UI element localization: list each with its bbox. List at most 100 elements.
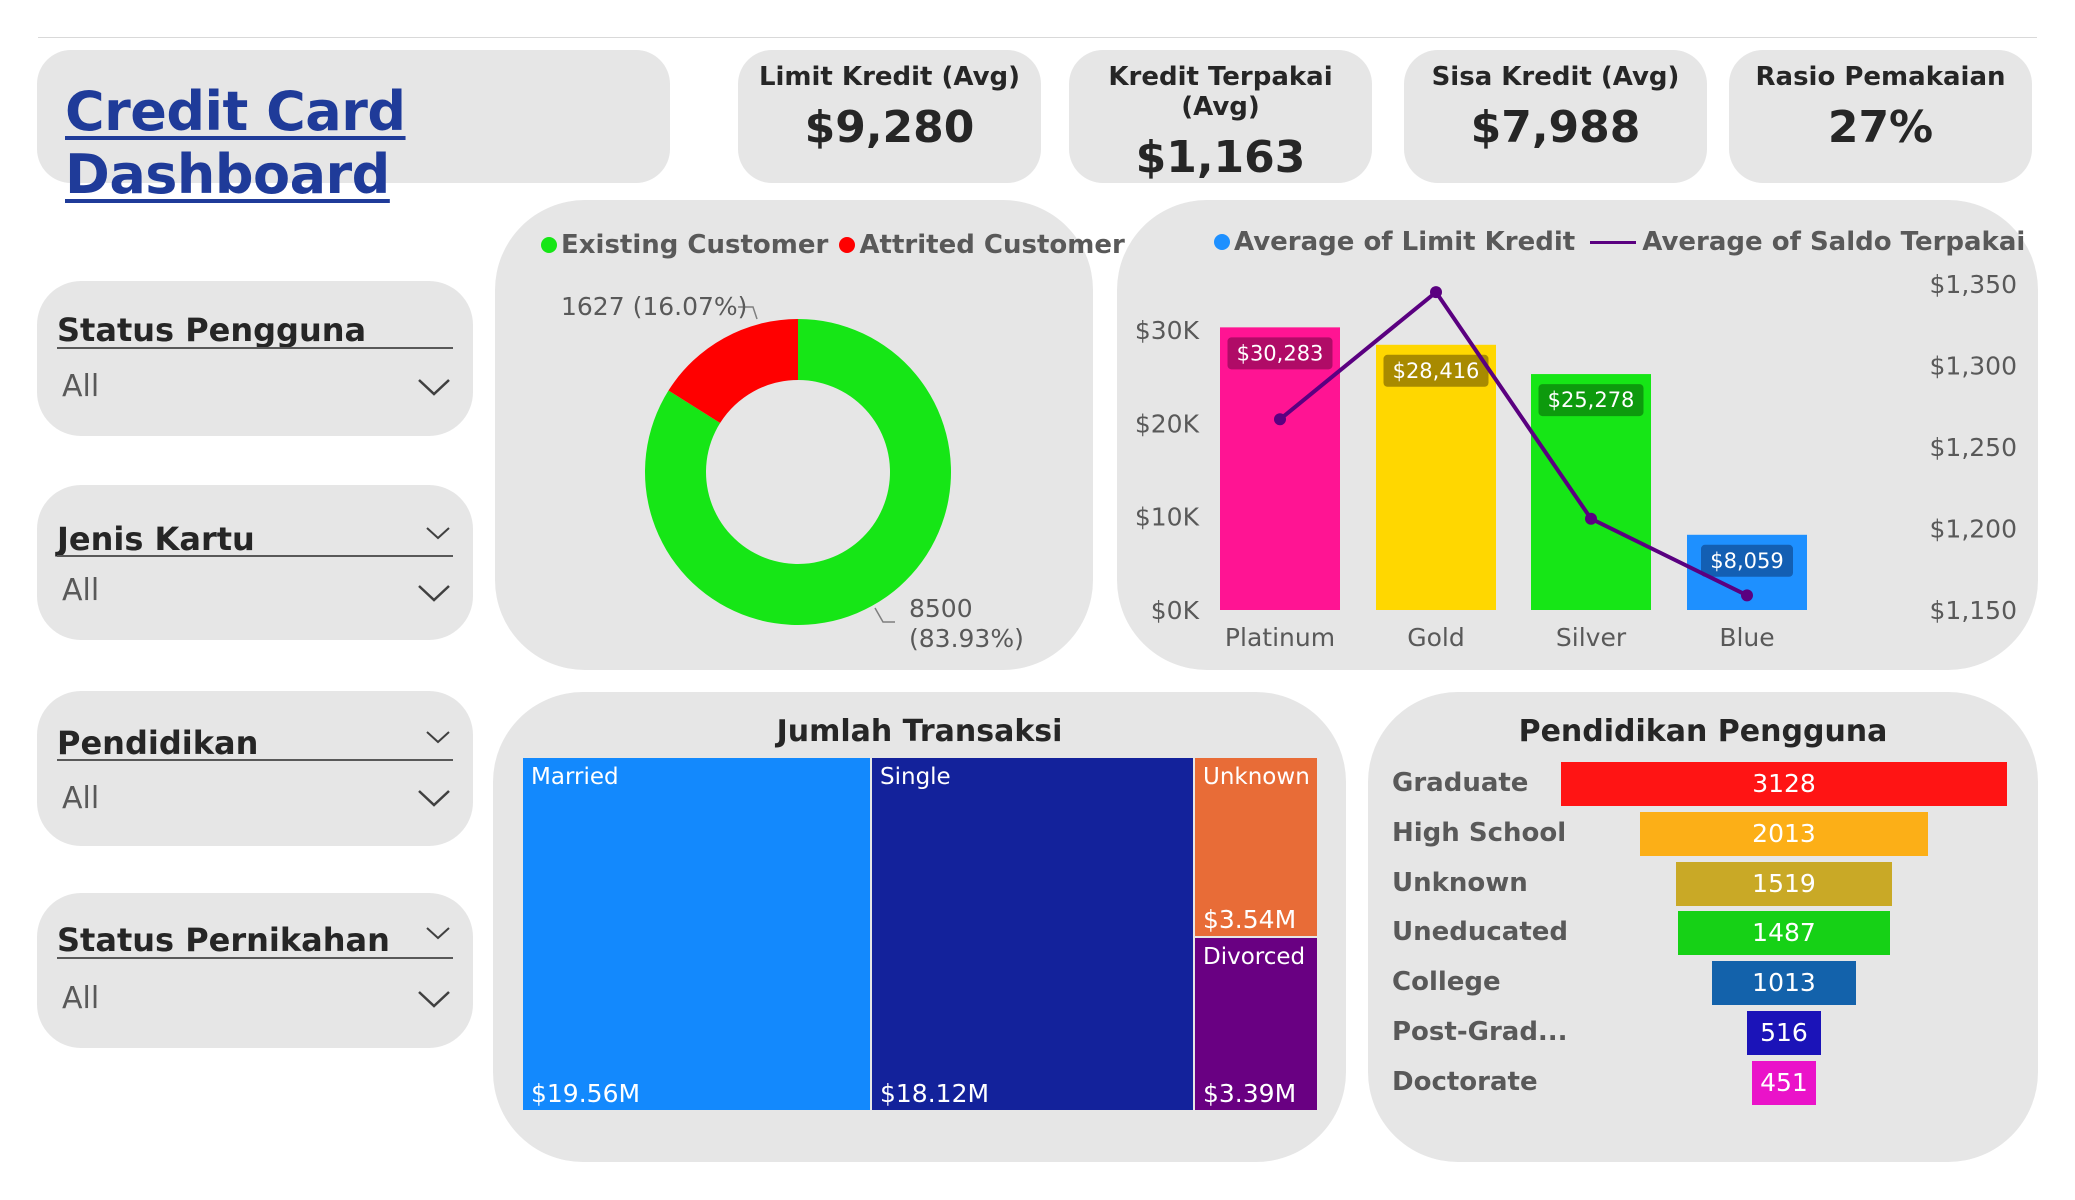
legend-swatch-limit (1214, 234, 1230, 250)
data-label: $25,278 (1548, 388, 1635, 412)
treemap-chart: Married $19.56M Single $18.12M Unknown $… (523, 758, 1317, 1110)
x-axis-tick-label: Blue (1719, 623, 1774, 652)
treemap-title: Jumlah Transaksi (776, 714, 1063, 749)
treemap-cell-label: Unknown (1203, 764, 1310, 790)
slicer-label: Jenis Kartu (57, 520, 255, 558)
card-type-combo-panel: Average of Limit Kredit Average of Saldo… (1117, 200, 2038, 670)
leader-line-attrited (738, 306, 758, 320)
chevron-down-icon[interactable] (417, 583, 451, 603)
donut-slice-existing[interactable] (645, 319, 951, 625)
donut-label-existing-count: 8500 (909, 594, 973, 623)
y-axis-tick-label: $30K (1135, 316, 1200, 345)
chevron-down-icon[interactable] (417, 989, 451, 1009)
kpi-card-used: Kredit Terpakai (Avg) $1,163 (1069, 50, 1372, 183)
chevron-down-icon[interactable] (425, 925, 451, 941)
page-title[interactable]: Credit Card Dashboard (65, 80, 406, 206)
leader-line-existing (874, 607, 895, 623)
kpi-label: Sisa Kredit (Avg) (1431, 62, 1680, 92)
chevron-down-icon[interactable] (425, 729, 451, 745)
y2-axis-tick-label: $1,350 (1930, 270, 2017, 299)
funnel-bar[interactable]: 2013 (1640, 811, 1928, 856)
funnel-bar[interactable]: 451 (1751, 1060, 1817, 1105)
y2-axis-tick-label: $1,150 (1930, 596, 2017, 625)
x-axis-tick-label: Silver (1556, 623, 1627, 652)
funnel-category-label: Unknown (1392, 867, 1528, 898)
legend-swatch-attrited (839, 237, 856, 253)
data-label-bg (1383, 354, 1489, 387)
treemap-cell-value: $3.54M (1203, 905, 1297, 934)
bar-gold[interactable] (1376, 344, 1496, 610)
legend-swatch-existing (541, 237, 557, 253)
donut-chart: 1627 (16.07%) 8500 (83.93%) (561, 292, 1024, 653)
bar-platinum[interactable] (1220, 327, 1340, 610)
saldo-line-point[interactable] (1585, 512, 1597, 525)
legend-label-existing[interactable]: Existing Customer (561, 230, 829, 260)
saldo-line-point[interactable] (1741, 589, 1753, 602)
funnel-row: Graduate 3128 (1368, 762, 2038, 808)
slicer-value[interactable]: All (62, 573, 100, 608)
treemap-cell-label: Divorced (1203, 944, 1306, 970)
funnel-bar[interactable]: 1519 (1675, 861, 1893, 906)
funnel-row: High School 2013 (1368, 811, 2038, 858)
funnel-bar[interactable]: 1013 (1711, 961, 1857, 1006)
slicer-value[interactable]: All (62, 369, 100, 404)
funnel-row: Doctorate 451 (1368, 1060, 2038, 1107)
y-axis-tick-label: $0K (1151, 596, 1200, 625)
saldo-line[interactable] (1278, 289, 1748, 598)
frame-top-line (38, 37, 2037, 38)
transaction-treemap-panel: Jumlah Transaksi Married $19.56M Single … (493, 692, 1346, 1162)
treemap-cell-married[interactable]: Married $19.56M (523, 758, 870, 1110)
title-card: Credit Card Dashboard (37, 50, 670, 206)
chevron-down-icon[interactable] (425, 525, 451, 541)
data-label-bg (1538, 384, 1644, 417)
customer-status-donut-panel: Existing Customer Attrited Customer 1627… (495, 200, 1125, 670)
chevron-down-icon[interactable] (417, 788, 451, 808)
slicer-jenis-kartu[interactable]: Jenis Kartu All (37, 485, 473, 640)
treemap-cell-divorced[interactable]: Divorced $3.39M (1195, 938, 1317, 1110)
kpi-card-remaining: Sisa Kredit (Avg) $7,988 (1404, 50, 1707, 183)
slicer-divider (57, 957, 453, 959)
legend-label-limit[interactable]: Average of Limit Kredit (1234, 227, 1576, 257)
saldo-line-point[interactable] (1274, 413, 1286, 426)
x-axis-tick-label: Platinum (1225, 623, 1335, 652)
x-axis-tick-label: Gold (1407, 623, 1464, 652)
kpi-label: Rasio Pemakaian (1755, 62, 2006, 92)
y-axis-tick-label: $20K (1135, 409, 1200, 438)
legend-label-attrited[interactable]: Attrited Customer (859, 230, 1125, 260)
treemap-cell-label: Married (531, 764, 619, 790)
combo-legend: Average of Limit Kredit Average of Saldo… (1214, 227, 2025, 257)
funnel-bar[interactable]: 1487 (1677, 911, 1890, 956)
kpi-value: $7,988 (1470, 102, 1641, 153)
kpi-value: $1,163 (1135, 132, 1306, 183)
slicer-value[interactable]: All (62, 781, 100, 816)
funnel-row: Unknown 1519 (1368, 861, 2038, 908)
slicer-status-pengguna[interactable]: Status Pengguna All (37, 281, 473, 436)
kpi-label: Limit Kredit (Avg) (758, 62, 1021, 92)
funnel-row: College 1013 (1368, 961, 2038, 1007)
kpi-card-limit: Limit Kredit (Avg) $9,280 (738, 50, 1041, 183)
data-label-bg (1227, 337, 1333, 370)
data-label: $8,059 (1710, 549, 1783, 573)
chevron-down-icon[interactable] (417, 377, 451, 397)
treemap-cell-single[interactable]: Single $18.12M (872, 758, 1193, 1110)
donut-slice-attrited[interactable] (668, 319, 798, 424)
funnel-bar[interactable]: 516 (1747, 1011, 1821, 1055)
data-label: $30,283 (1237, 341, 1324, 365)
slicer-divider (57, 555, 453, 557)
saldo-line-point[interactable] (1430, 286, 1442, 299)
slicer-pendidikan[interactable]: Pendidikan All (37, 691, 473, 846)
slicer-label: Pendidikan (57, 724, 259, 762)
legend-swatch-saldo (1590, 240, 1637, 244)
funnel-category-label: College (1392, 967, 1501, 998)
funnel-category-label: Uneducated (1392, 917, 1569, 948)
y-axis-tick-label: $10K (1135, 503, 1200, 532)
slicer-status-pernikahan[interactable]: Status Pernikahan All (37, 893, 473, 1048)
data-label: $28,416 (1393, 359, 1480, 383)
slicer-value[interactable]: All (62, 981, 100, 1016)
donut-label-attrited: 1627 (16.07%) (561, 292, 747, 321)
funnel-chart: Graduate 3128 High School 2013 Unknown 1519 Un… (1368, 762, 2038, 1142)
treemap-cell-unknown[interactable]: Unknown $3.54M (1195, 758, 1317, 936)
funnel-bar[interactable]: 3128 (1561, 762, 2007, 806)
legend-label-saldo[interactable]: Average of Saldo Terpakai (1642, 227, 2026, 257)
funnel-title: Pendidikan Pengguna (1518, 714, 1888, 749)
